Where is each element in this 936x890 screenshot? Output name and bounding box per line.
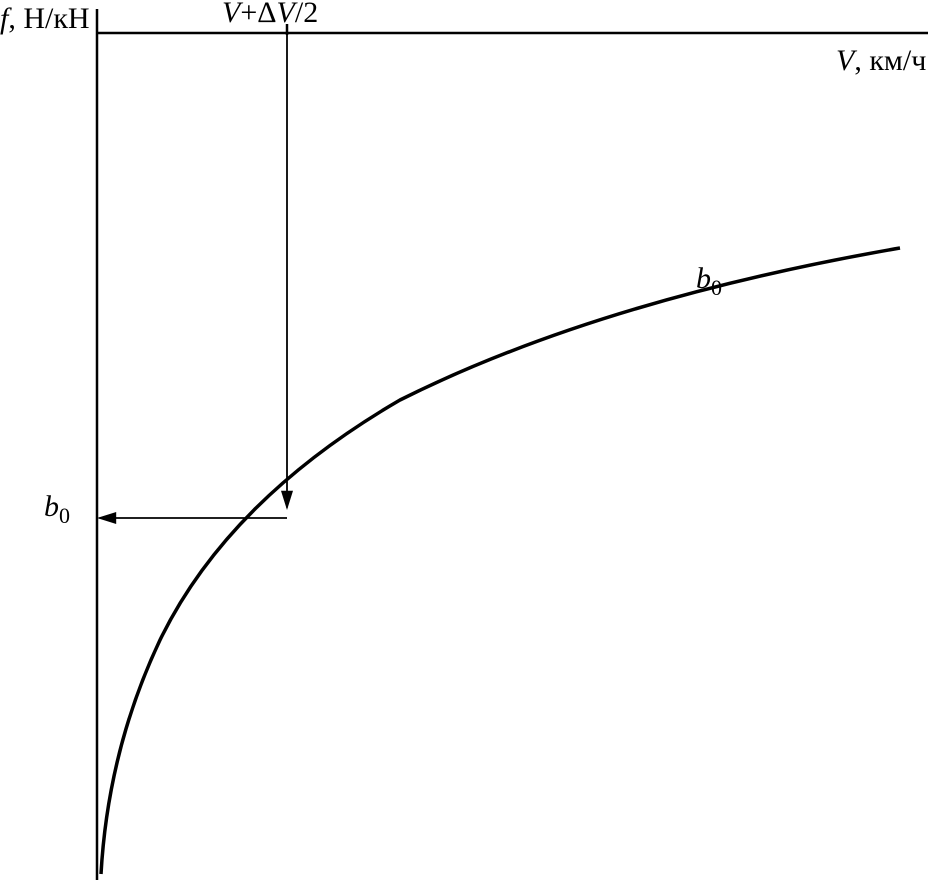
top-tick-label: V+ΔV/2 <box>222 0 318 30</box>
y-axis-label: f, Н/кН <box>0 2 90 36</box>
y-axis-label-rest: , Н/кН <box>8 2 89 35</box>
x-axis-label-italic: V <box>836 44 854 77</box>
curve-label: b0 <box>696 262 722 301</box>
horizontal-indicator-arrow <box>97 512 287 524</box>
top-tick-seg3: /2 <box>295 0 318 29</box>
top-tick-seg0: V <box>222 0 240 29</box>
top-tick-seg1: +Δ <box>240 0 276 29</box>
b0-curve <box>101 248 900 874</box>
curve-label-sub: 0 <box>711 275 722 300</box>
x-axis-label-rest: , км/ч <box>854 44 926 77</box>
horizontal-indicator-label: b0 <box>44 490 70 529</box>
chart-svg <box>0 0 936 885</box>
h-indicator-label-sub: 0 <box>59 503 70 528</box>
chart-container: f, Н/кН V+ΔV/2 V, км/ч b0 b0 <box>0 0 936 885</box>
h-indicator-label-base: b <box>44 490 59 523</box>
top-tick-seg2: V <box>277 0 295 29</box>
x-axis-label: V, км/ч <box>836 44 926 78</box>
vertical-indicator-arrow <box>281 33 293 510</box>
curve-label-base: b <box>696 262 711 295</box>
